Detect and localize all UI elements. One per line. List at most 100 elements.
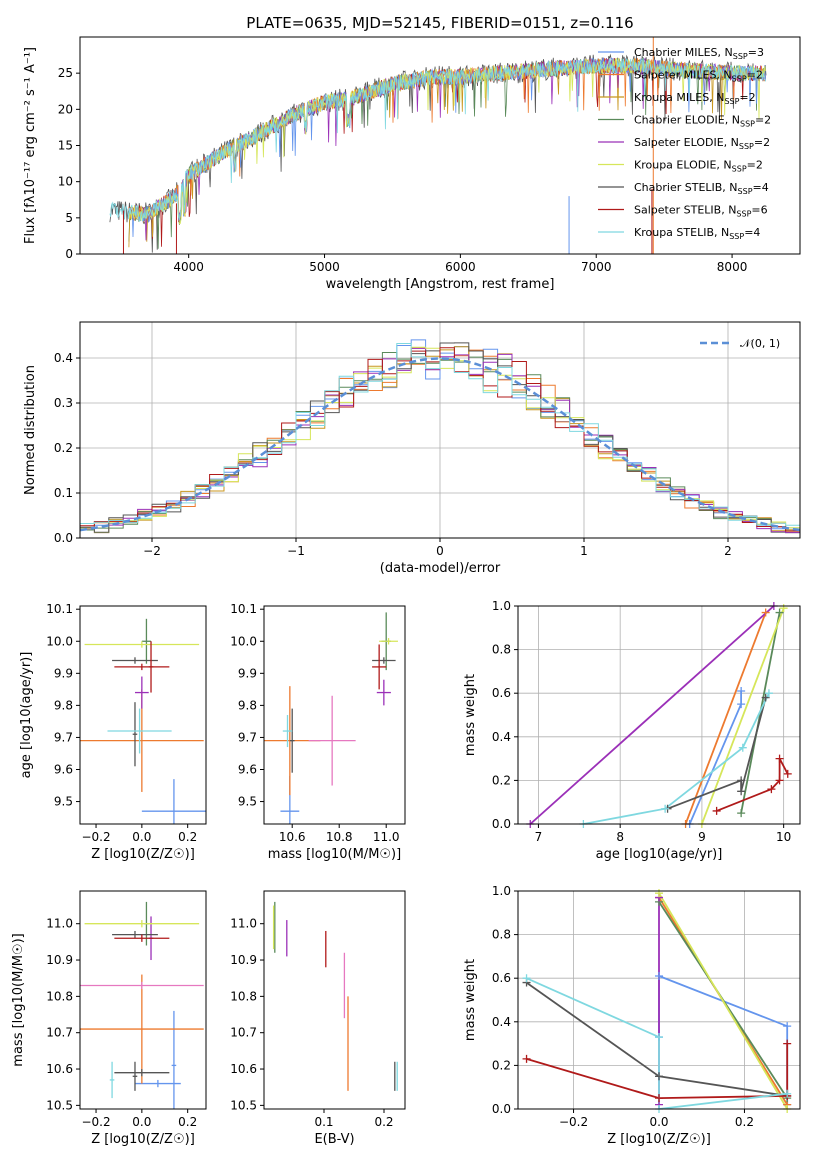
axes-frame-3 [263, 605, 406, 825]
x-axis-label: E(B-V) [314, 1132, 354, 1147]
x-tick-label: −1 [287, 544, 305, 558]
x-tick-label: 8000 [717, 260, 748, 274]
weight-marker-0-2 [737, 687, 746, 696]
weight-line-5 [667, 697, 767, 810]
y-tick-label: 0.2 [492, 1058, 511, 1072]
y-tick-label: 10.1 [46, 602, 73, 616]
weight-marker-2-1 [775, 608, 784, 617]
x-tick-label: 10.8 [326, 830, 353, 844]
plot-area-1 [80, 339, 800, 538]
plot-area-5 [80, 901, 204, 1109]
x-tick-label: 10.6 [279, 830, 306, 844]
y-tick-label: 0.4 [492, 1015, 511, 1029]
y-tick-label: 9.7 [238, 730, 257, 744]
x-tick-label: 1 [580, 544, 588, 558]
weight-marker-7-1 [655, 1033, 663, 1042]
plot-area-3 [264, 612, 398, 824]
x-tick-label: 0.2 [374, 1115, 393, 1129]
y-tick-label: 10.7 [230, 1026, 257, 1040]
weight-marker-0-1 [655, 972, 663, 981]
y-tick-label: 10.8 [46, 989, 73, 1003]
weight-marker-6-3 [783, 1039, 792, 1048]
y-axis-label: Flux [fλ10⁻¹⁷ erg cm⁻² s⁻¹ A⁻¹] [23, 47, 38, 244]
y-tick-label: 9.8 [238, 698, 257, 712]
y-tick-label: 0.4 [54, 351, 73, 365]
plot-area-4 [529, 606, 789, 824]
y-tick-label: 0.0 [54, 531, 73, 545]
weight-marker-7-0 [522, 974, 531, 983]
legend-label-2: Kroupa MILES, NSSP=2 [634, 91, 756, 106]
y-tick-label: 10.5 [230, 1098, 257, 1112]
weight-marker-4-0 [655, 889, 663, 898]
weight-marker-7-2 [738, 743, 747, 752]
x-tick-label: 9 [698, 830, 706, 844]
x-tick-label: 6000 [445, 260, 476, 274]
x-tick-label: −0.2 [81, 1115, 110, 1129]
x-tick-label: 0.0 [649, 1115, 668, 1129]
x-tick-label: 2 [724, 544, 732, 558]
y-tick-label: 9.6 [54, 763, 73, 777]
y-tick-label: 10.1 [230, 602, 257, 616]
x-tick-label: 8 [616, 830, 624, 844]
x-axis-label: Z [log10(Z/Z☉)] [607, 1132, 711, 1147]
legend-label-4: Salpeter ELODIE, NSSP=2 [634, 136, 770, 151]
weight-line-6 [716, 758, 789, 812]
x-tick-label: 0.0 [132, 830, 151, 844]
x-tick-label: 5000 [309, 260, 340, 274]
weight-marker-6-2 [775, 776, 784, 785]
weight-line-6 [526, 1043, 789, 1100]
y-tick-label: 0 [65, 247, 73, 261]
weight-marker-6-1 [655, 1094, 663, 1103]
y-tick-label: 0.0 [492, 1102, 511, 1116]
x-tick-label: 0 [436, 544, 444, 558]
plot-area-2 [80, 618, 206, 824]
x-tick-label: 0.2 [735, 1115, 754, 1129]
legend-label-6: Chabrier STELIB, NSSP=4 [634, 181, 769, 196]
axes-frame-7 [517, 890, 801, 1110]
y-tick-label: 10.6 [230, 1062, 257, 1076]
spectrum-line-6 [109, 53, 767, 253]
y-tick-label: 10.9 [46, 953, 73, 967]
plot-6 [272, 901, 398, 1091]
weight-marker-5-1 [737, 776, 746, 785]
plot-area-7 [525, 892, 789, 1109]
legend-label-gaussian: 𝒩(0, 1) [740, 337, 780, 350]
y-tick-label: 20 [58, 102, 73, 116]
weight-marker-4-1 [779, 604, 788, 613]
weight-marker-5-3 [761, 693, 770, 702]
y-tick-label: 0.8 [492, 928, 511, 942]
y-tick-label: 0.6 [492, 971, 511, 985]
y-tick-label: 0.6 [492, 686, 511, 700]
plot-1 [80, 322, 800, 539]
x-tick-label: 0.0 [132, 1115, 151, 1129]
plot-5 [80, 901, 204, 1109]
axes-frame-6 [263, 890, 406, 1110]
x-tick-label: 11.0 [373, 830, 400, 844]
x-axis-label: (data-model)/error [380, 561, 501, 576]
axes-frame-1 [79, 321, 801, 539]
x-tick-label: 4000 [173, 260, 204, 274]
spectrum-line-8 [109, 57, 767, 223]
weight-marker-6-1 [767, 785, 776, 794]
x-tick-label: 0.1 [314, 1115, 333, 1129]
plot-4 [518, 605, 800, 825]
axes-frame-5 [79, 890, 207, 1110]
y-tick-label: 5 [65, 211, 73, 225]
x-axis-label: wavelength [Angstrom, rest frame] [326, 277, 555, 292]
y-tick-label: 11.0 [230, 917, 257, 931]
weight-marker-6-0 [712, 806, 721, 815]
legend-label-8: Kroupa STELIB, NSSP=4 [634, 226, 760, 241]
y-axis-label: mass [log10(M/M☉)] [11, 933, 26, 1066]
y-tick-label: 1.0 [492, 599, 511, 613]
legend-label-0: Chabrier MILES, NSSP=3 [634, 46, 764, 61]
y-tick-label: 0.2 [492, 773, 511, 787]
weight-marker-0-1 [737, 700, 746, 709]
weight-line-7 [583, 692, 770, 824]
weight-marker-2-0 [737, 809, 746, 818]
y-axis-label: mass weight [463, 674, 478, 756]
weight-line-4 [701, 607, 785, 824]
weight-marker-7-3 [783, 1089, 792, 1098]
plot-7 [518, 890, 800, 1110]
y-tick-label: 10.9 [230, 953, 257, 967]
plot-area-0 [109, 37, 767, 254]
